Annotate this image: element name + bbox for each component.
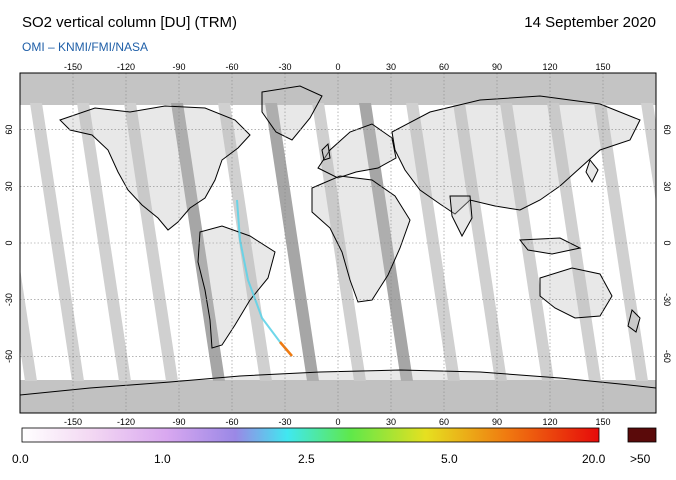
lat-tick-left: 0 — [4, 240, 14, 245]
lon-tick-bottom: -90 — [172, 417, 185, 427]
lon-tick-bottom: 120 — [542, 417, 557, 427]
lat-tick-right: -60 — [662, 350, 672, 363]
new-zealand — [627, 309, 641, 333]
lat-tick-right: -30 — [662, 293, 672, 306]
lon-tick-bottom: 30 — [386, 417, 396, 427]
orbit-gap-swath — [312, 103, 366, 381]
lat-tick-right: 30 — [662, 181, 672, 191]
colorbar-label-3: 5.0 — [441, 452, 458, 466]
orbit-gap-swath — [171, 103, 225, 381]
orbit-gap-swath — [453, 103, 507, 381]
lon-tick-top: 90 — [492, 62, 502, 72]
orbit-gap-swath — [594, 103, 648, 381]
orbit-gap-swath — [265, 103, 319, 381]
colorbar — [21, 427, 600, 443]
lon-tick-top: -90 — [172, 62, 185, 72]
so2-plume-hotspot — [279, 341, 293, 357]
lat-tick-right: 0 — [662, 240, 672, 245]
colorbar-over-label: >50 — [630, 452, 651, 466]
australia — [539, 267, 613, 319]
india — [449, 195, 473, 238]
north-polar-cap — [20, 73, 656, 105]
orbit-gap-swath — [406, 103, 460, 381]
japan — [585, 158, 599, 184]
lon-tick-top: -30 — [278, 62, 291, 72]
south-america — [197, 225, 276, 349]
orbit-gap-swath — [359, 103, 413, 381]
lon-tick-top: -150 — [64, 62, 82, 72]
lon-tick-bottom: 60 — [439, 417, 449, 427]
lon-tick-bottom: -30 — [278, 417, 291, 427]
orbit-gap-swath — [500, 103, 554, 381]
colorbar-label-1: 1.0 — [154, 452, 171, 466]
uk — [321, 142, 331, 161]
credit-line: OMI – KNMI/FMI/NASA — [22, 40, 149, 54]
north-america — [59, 105, 251, 231]
orbit-gap-swath — [641, 103, 656, 203]
lon-tick-bottom: 150 — [595, 417, 610, 427]
map-title: SO2 vertical column [DU] (TRM) — [22, 14, 238, 31]
lon-tick-bottom: -120 — [117, 417, 135, 427]
latitude-labels-left: 60 30 0 -30 -60 — [4, 125, 14, 363]
colorbar-over-swatch — [627, 427, 657, 443]
longitude-labels-bottom: -150 -120 -90 -60 -30 0 30 60 90 120 150 — [64, 417, 611, 427]
latitude-labels-right: 60 30 0 -30 -60 — [662, 125, 672, 363]
orbit-gap-swath — [218, 103, 272, 381]
orbit-gap-swath — [20, 268, 37, 381]
greenland — [261, 85, 323, 141]
lon-tick-bottom: 0 — [335, 417, 340, 427]
lat-tick-left: 60 — [4, 125, 14, 135]
lon-tick-top: 30 — [386, 62, 396, 72]
lon-tick-bottom: 90 — [492, 417, 502, 427]
africa — [311, 175, 411, 303]
map-frame — [19, 72, 657, 414]
lon-tick-top: -120 — [117, 62, 135, 72]
europe — [317, 123, 397, 179]
lon-tick-top: -60 — [225, 62, 238, 72]
lat-tick-left: -30 — [4, 293, 14, 306]
lat-tick-right: 60 — [662, 125, 672, 135]
map-layers — [20, 73, 656, 413]
colorbar-label-4: 20.0 — [582, 452, 606, 466]
orbit-gap-swath — [30, 103, 84, 381]
colorbar-label-2: 2.5 — [298, 452, 315, 466]
lat-tick-left: -60 — [4, 350, 14, 363]
lon-tick-bottom: -60 — [225, 417, 238, 427]
lon-tick-top: 60 — [439, 62, 449, 72]
orbit-gap-swath — [124, 103, 178, 381]
lon-tick-top: 0 — [335, 62, 340, 72]
map-date: 14 September 2020 — [524, 14, 656, 31]
lat-tick-left: 30 — [4, 181, 14, 191]
lon-tick-top: 150 — [595, 62, 610, 72]
orbit-gap-swaths — [20, 103, 656, 381]
longitude-labels-top: -150 -120 -90 -60 -30 0 30 60 90 120 150 — [64, 62, 611, 72]
lon-tick-bottom: -150 — [64, 417, 82, 427]
graticule — [20, 73, 656, 413]
colorbar-label-0: 0.0 — [12, 452, 29, 466]
orbit-gap-swath — [77, 103, 131, 381]
orbit-gap-swath — [547, 103, 601, 381]
lon-tick-top: 120 — [542, 62, 557, 72]
